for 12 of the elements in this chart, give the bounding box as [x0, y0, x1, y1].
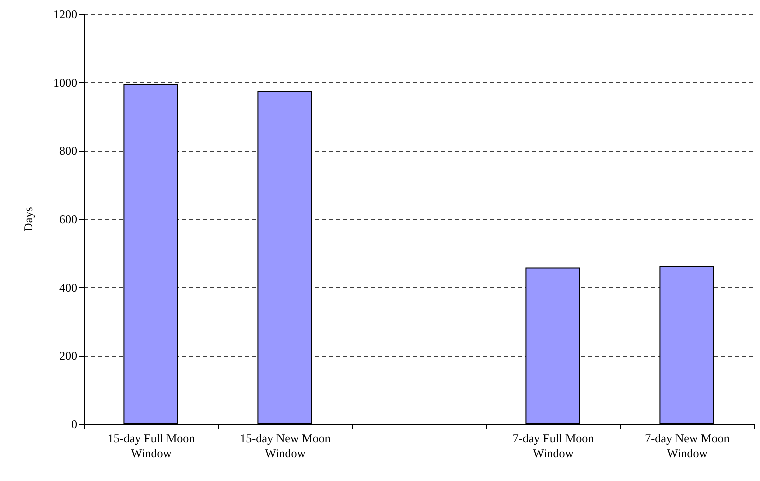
x-tick-label: 7-day New Moon Window	[645, 432, 730, 460]
y-tick-label: 0	[72, 418, 78, 432]
y-tick-label: 1200	[54, 8, 78, 22]
y-tick-label: 1000	[54, 76, 78, 90]
y-tick-label: 400	[60, 280, 78, 295]
y-tick-label: 800	[60, 144, 78, 158]
y-tick-label: 600	[60, 212, 78, 226]
x-tick-label: 15-day Full Moon Window	[108, 432, 196, 460]
y-axis-title: Days	[22, 206, 36, 232]
x-tick-label: 15-day New Moon Window	[240, 432, 331, 460]
x-tick-label: 7-day Full Moon Window	[512, 432, 594, 460]
y-tick-label: 200	[60, 349, 78, 364]
